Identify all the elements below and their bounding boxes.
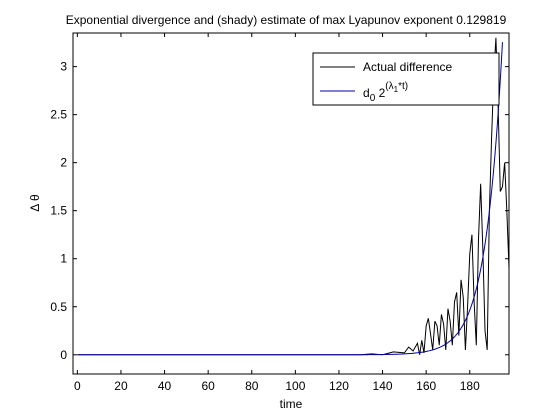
- series-line-estimate: [77, 42, 503, 356]
- y-tick-label: 2: [60, 156, 67, 170]
- x-tick-label: 80: [245, 379, 259, 393]
- y-tick-label: 0.5: [50, 300, 67, 314]
- legend-estimate-sup-sub: 1: [394, 85, 399, 94]
- x-tick-label: 40: [158, 379, 172, 393]
- x-tick-label: 160: [416, 379, 436, 393]
- x-tick-label: 60: [201, 379, 215, 393]
- legend-estimate-mid: 2: [375, 86, 385, 100]
- series-line-actual: [77, 37, 509, 356]
- legend-estimate-base: d: [363, 86, 370, 100]
- legend: Actual difference d0 2(λ1*t): [312, 52, 500, 106]
- y-axis-label: Δ θ: [28, 194, 42, 212]
- legend-estimate-sub: 0: [370, 93, 376, 104]
- x-tick-label: 100: [285, 379, 305, 393]
- x-tick-label: 0: [74, 379, 81, 393]
- legend-label-actual: Actual difference: [363, 60, 452, 74]
- axes-frame: [72, 32, 510, 375]
- y-tick-label: 1.5: [50, 204, 67, 218]
- legend-estimate-sup-open: (λ: [385, 81, 393, 92]
- x-tick-label: 140: [373, 379, 393, 393]
- legend-estimate-sup-close: *t): [398, 81, 408, 92]
- y-tick-label: 3: [60, 60, 67, 74]
- y-tick-label: 0: [60, 348, 67, 362]
- legend-label-estimate: d0 2(λ1*t): [363, 81, 408, 104]
- x-axis-label: time: [280, 397, 303, 411]
- chart-title: Exponential divergence and (shady) estim…: [66, 13, 507, 27]
- x-tick-label: 180: [460, 379, 480, 393]
- y-tick-label: 2.5: [50, 108, 67, 122]
- series: [77, 37, 509, 356]
- x-tick-label: 20: [114, 379, 128, 393]
- y-tick-label: 1: [60, 252, 67, 266]
- x-tick-label: 120: [329, 379, 349, 393]
- legend-box: [312, 52, 500, 106]
